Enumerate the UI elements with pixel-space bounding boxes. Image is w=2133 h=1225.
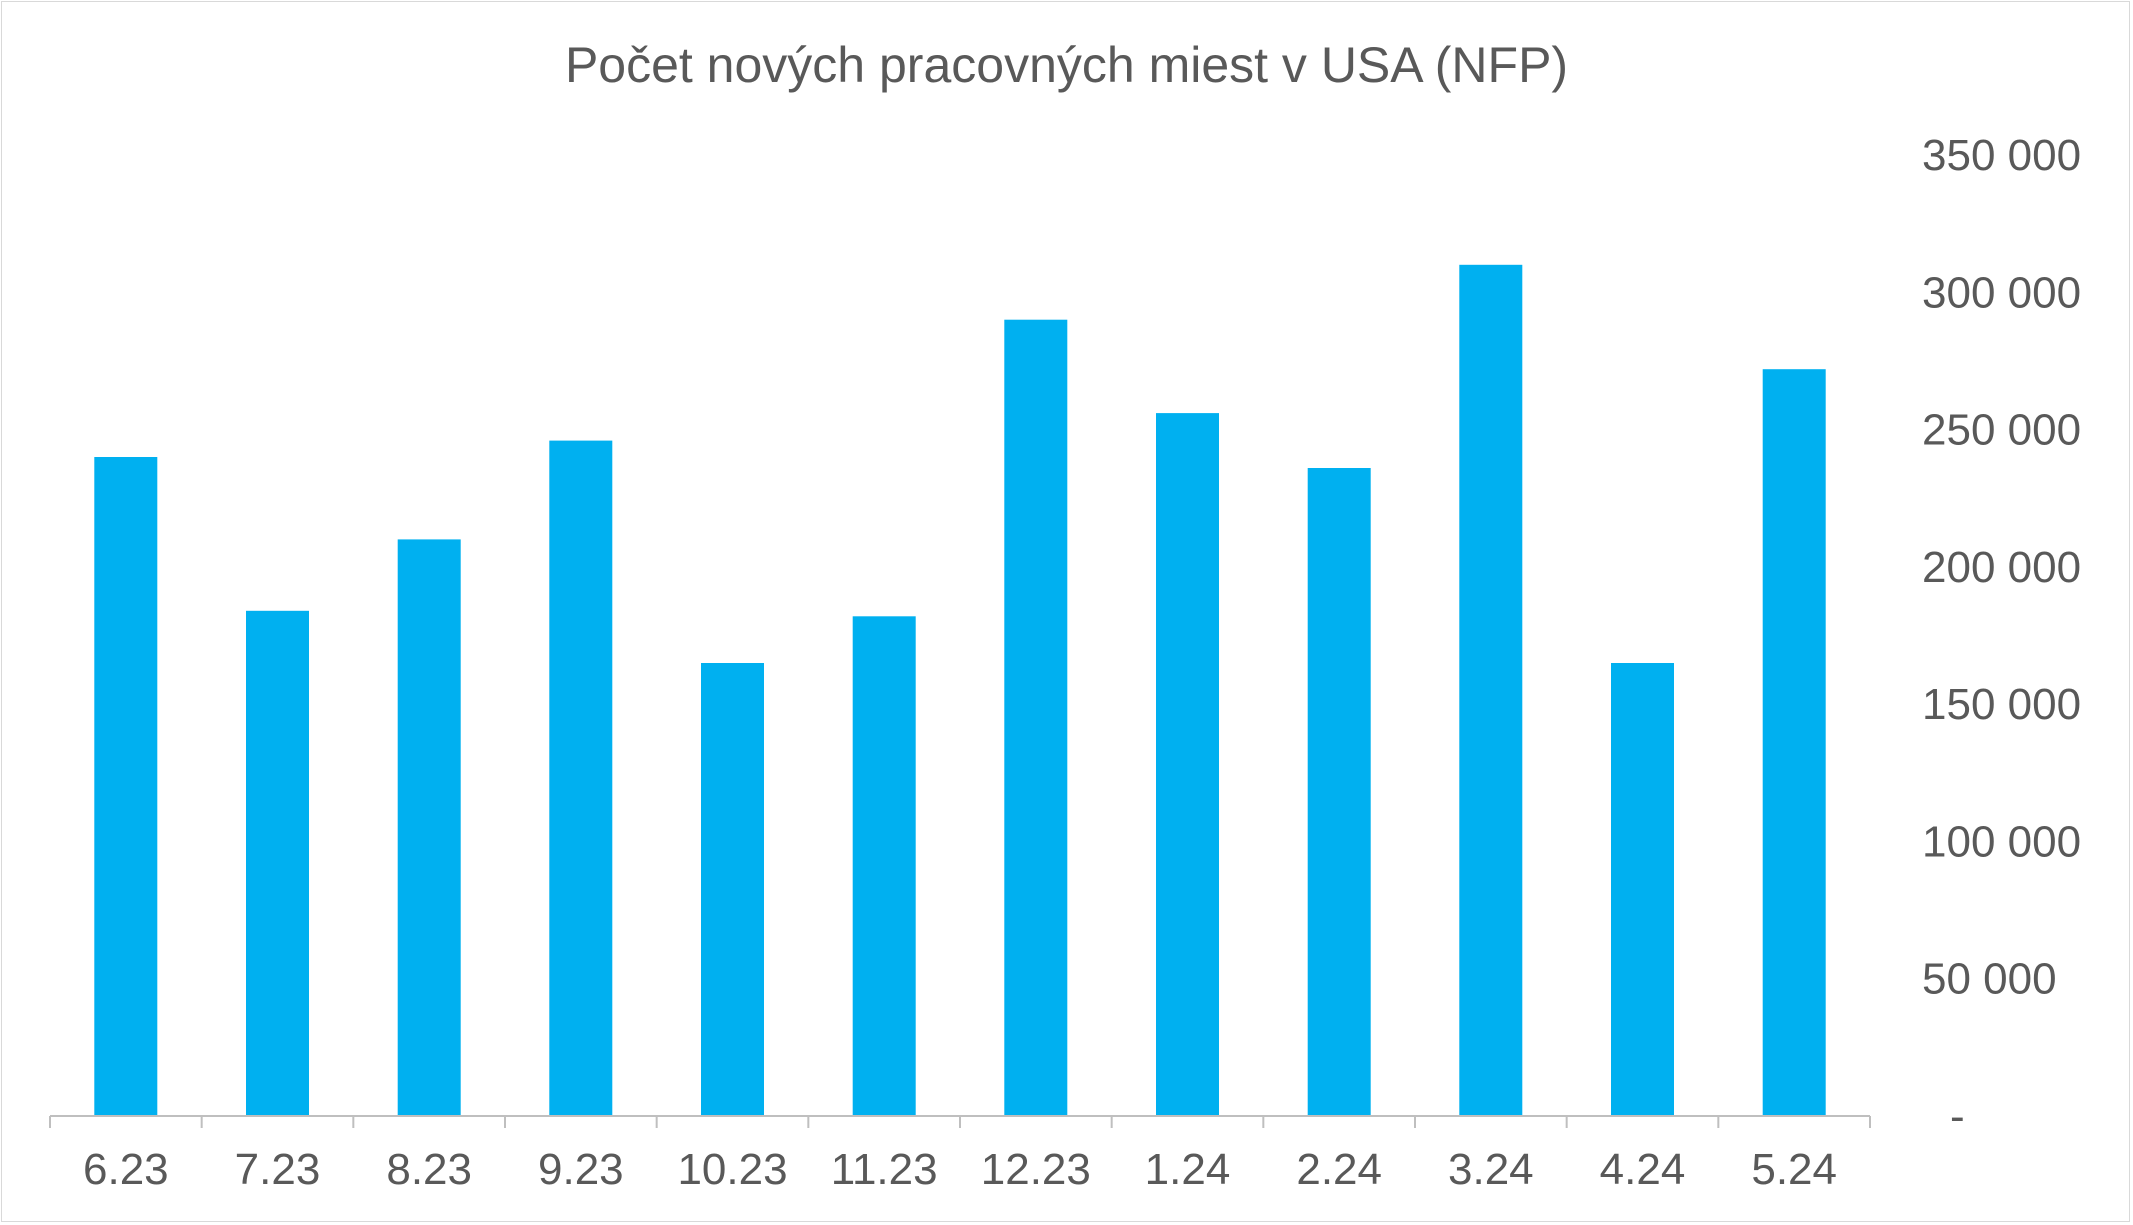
x-tick-label-11.23: 11.23 [831,1145,938,1194]
x-tick-label-9.23: 9.23 [538,1145,624,1194]
y-tick-label: - [1950,1092,1965,1141]
bar-2.24 [1307,468,1371,1116]
x-axis [49,1115,1871,1128]
y-tick-label: 150 000 [1922,680,2081,729]
y-tick-label: 300 000 [1922,268,2081,317]
bar-1.24 [1156,413,1219,1117]
bar-7.23 [246,610,309,1116]
bar-10.23 [701,663,764,1116]
x-tick-label-8.23: 8.23 [386,1145,472,1194]
x-tick-label-5.24: 5.24 [1751,1145,1837,1194]
bar-3.24 [1459,264,1523,1116]
x-tick-label-3.24: 3.24 [1448,1145,1534,1194]
bar-6.23 [94,457,158,1116]
y-tick-label: 250 000 [1922,406,2081,455]
y-tick-label: 50 000 [1922,955,2057,1004]
bar-9.23 [549,440,613,1117]
y-tick-labels: - 50 000 100 000 150 000 200 000 250 000 300 0… [1922,131,2081,1141]
y-tick-label: 100 000 [1922,817,2081,866]
bar-5.24 [1762,369,1826,1116]
x-tick-label-1.24: 1.24 [1145,1145,1231,1194]
bar-4.24 [1611,663,1674,1116]
x-tick-label-12.23: 12.23 [981,1145,1091,1194]
x-tick-label-7.23: 7.23 [235,1145,321,1194]
x-tick-label-2.24: 2.24 [1296,1145,1382,1194]
x-tick-label-4.24: 4.24 [1600,1145,1686,1194]
y-tick-label: 200 000 [1922,543,2081,592]
bar-12.23 [1004,319,1068,1116]
x-tick-labels: 6.23 7.23 8.23 9.23 10.23 11.23 12.23 1.24 2.24 3… [83,1145,1837,1194]
bar-8.23 [397,539,461,1116]
y-tick-label: 350 000 [1922,131,2081,180]
bar-11.23 [852,616,916,1116]
x-tick-label-10.23: 10.23 [677,1145,787,1194]
bars-group [94,264,1826,1117]
x-tick-label-6.23: 6.23 [83,1145,169,1194]
chart-title: Počet nových pracovných miest v USA (NFP… [564,37,1569,93]
